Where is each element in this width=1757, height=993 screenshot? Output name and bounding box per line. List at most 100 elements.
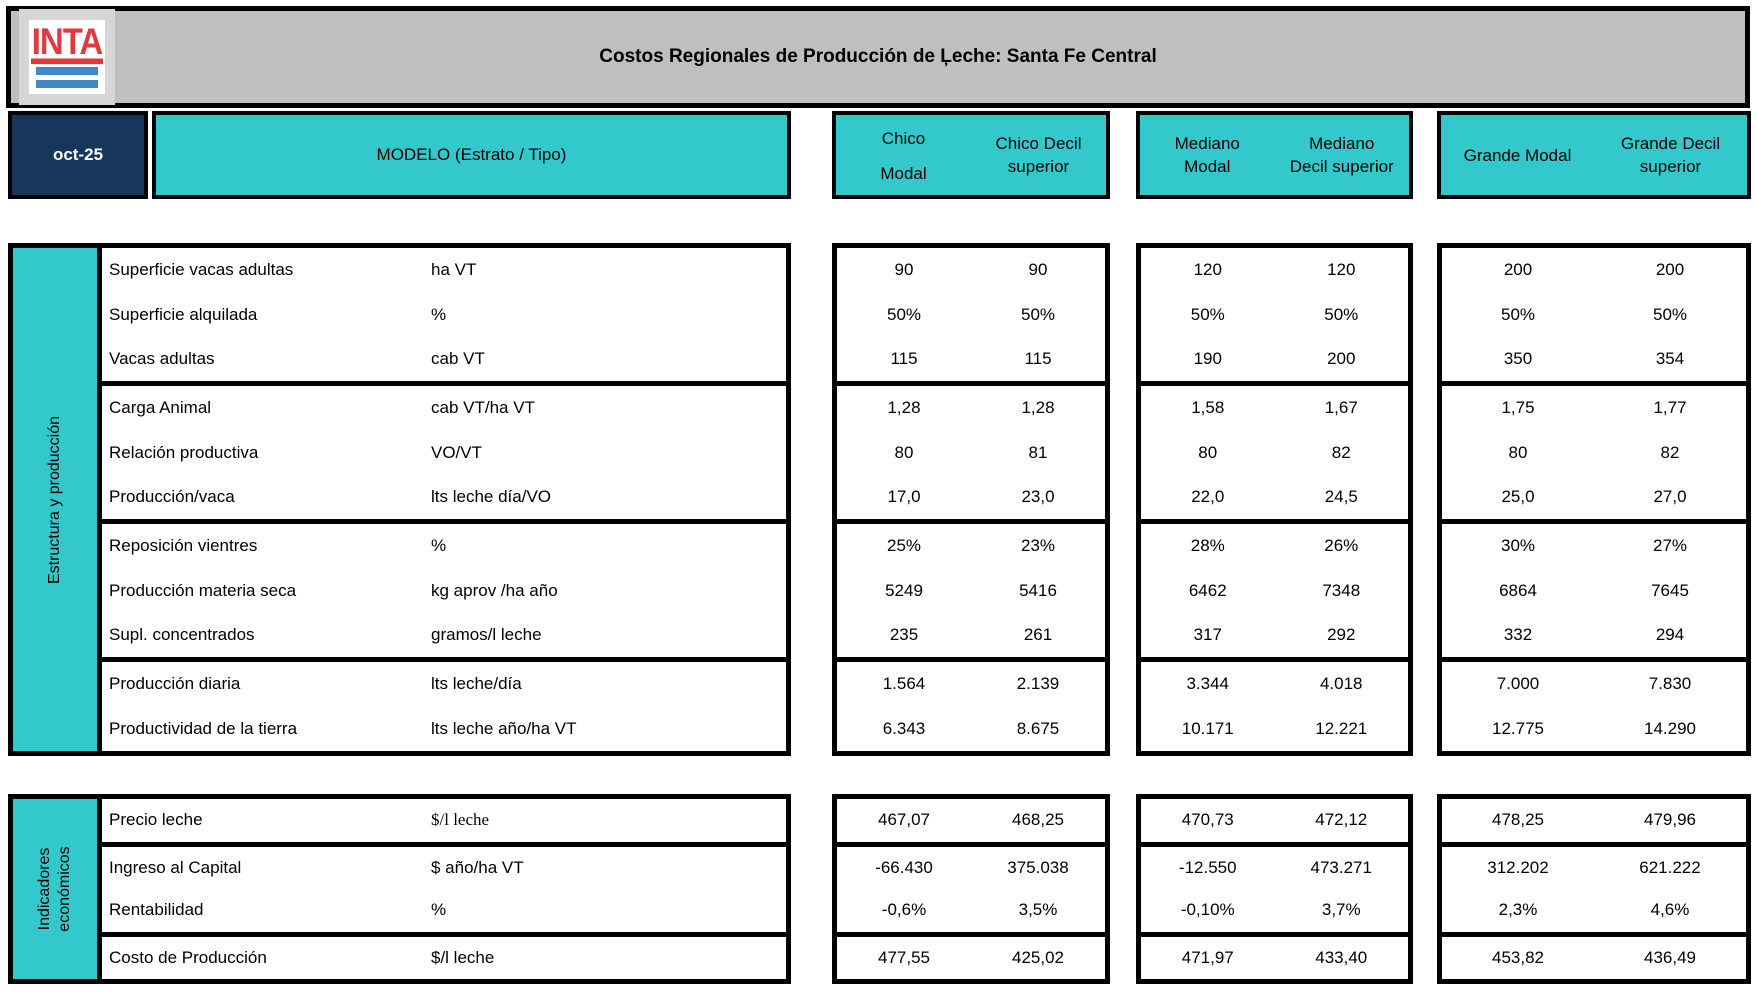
row-label: Relación productiva: [109, 442, 259, 462]
value-cell: 467,07: [878, 810, 930, 830]
column-group-header-mediano: Mediano Modal Mediano Decil superior: [1136, 111, 1413, 199]
value-row: -0,10% 3,7%: [1141, 889, 1408, 932]
row-label: Costo de Producción: [109, 947, 267, 967]
group-separator: [837, 381, 1105, 387]
value-cell: 6.343: [882, 718, 926, 738]
row-label: Superficie alquilada: [109, 304, 258, 324]
group-separator: [1442, 657, 1746, 663]
value-row: 22,0 24,5: [1141, 475, 1408, 519]
inta-logo-text: INTA: [30, 22, 104, 64]
row-group: Superficie vacas adultas ha VT Superficie …: [102, 248, 786, 381]
model-header-cell: MODELO (Estrato / Tipo): [152, 111, 791, 199]
table-row: Relación productiva VO/VT: [102, 430, 786, 474]
value-row: 90 90: [837, 248, 1105, 292]
value-cell: 317: [1193, 625, 1222, 645]
value-cell: 621.222: [1639, 857, 1701, 877]
row-group: Carga Animal cab VT/ha VT Relación product…: [102, 386, 786, 519]
value-cell: 4.018: [1319, 674, 1363, 694]
value-row: 80 82: [1141, 430, 1408, 474]
value-cell: 200: [1503, 260, 1533, 280]
table-row: Producción materia seca kg aprov /ha año: [102, 569, 786, 613]
value-row: 317 292: [1141, 613, 1408, 657]
row-unit: cab VT/ha VT: [431, 398, 535, 418]
table-row: Productividad de la tierra lts leche año/…: [102, 707, 786, 751]
value-row: 5249 5416: [837, 569, 1105, 613]
table-row: Costo de Producción $/l leche: [102, 937, 786, 980]
value-cell: 1,77: [1653, 398, 1687, 418]
values-box-chico-structure: 90 90 50% 50% 115 115 1,28 1,28 80 81 17,0 23,0 25% 2…: [832, 243, 1110, 756]
column-header: Mediano Modal: [1140, 115, 1275, 195]
row-group: 200 200 50% 50% 350 354: [1442, 248, 1746, 381]
row-unit: ha VT: [431, 260, 477, 280]
row-unit: lts leche/día: [431, 674, 522, 694]
value-cell: 3,5%: [1018, 900, 1058, 920]
value-cell: 190: [1193, 348, 1222, 368]
value-cell: 120: [1193, 260, 1222, 280]
row-unit: lts leche año/ha VT: [431, 718, 577, 738]
value-cell: 453,82: [1492, 947, 1544, 967]
row-label: Vacas adultas: [109, 348, 215, 368]
value-cell: 1,28: [887, 398, 921, 418]
value-cell: 7.830: [1648, 674, 1692, 694]
group-separator: [837, 519, 1105, 525]
value-cell: 27,0: [1653, 486, 1687, 506]
value-cell: 14.290: [1644, 718, 1696, 738]
value-row: 25% 23%: [837, 524, 1105, 568]
value-cell: 8.675: [1016, 718, 1060, 738]
inta-logo-stripe-top: [36, 66, 98, 75]
value-row: 2,3% 4,6%: [1442, 889, 1746, 932]
values-box-grande-structure: 200 200 50% 50% 350 354 1,75 1,77 80 82 25,0 27,0 30…: [1437, 243, 1751, 756]
value-cell: 10.171: [1181, 718, 1234, 738]
structure-production-table: Estructura y producción Superficie vacas …: [8, 243, 791, 756]
value-row: 200 200: [1442, 248, 1746, 292]
economic-indicators-table: Indicadores económicos Precio leche $/l lec…: [8, 794, 791, 984]
inta-logo-stripe-bottom: [36, 79, 98, 88]
value-cell: 4,6%: [1650, 900, 1690, 920]
row-group: 477,55 425,02: [837, 937, 1105, 980]
row-group: 7.000 7.830 12.775 14.290: [1442, 662, 1746, 751]
row-group: 1,75 1,77 80 82 25,0 27,0: [1442, 386, 1746, 519]
column-header-line: Grande Decil: [1620, 134, 1721, 153]
sidebar-label-line: Indicadores: [36, 847, 53, 931]
value-row: 28% 26%: [1141, 524, 1408, 568]
value-cell: 17,0: [887, 486, 921, 506]
row-group: 25% 23% 5249 5416 235 261: [837, 524, 1105, 657]
table-row: Superficie alquilada%: [102, 292, 786, 336]
column-header-line: Decil superior: [1289, 157, 1394, 176]
row-label: Superficie vacas adultas: [109, 260, 294, 280]
column-header: Chico Modal: [836, 115, 971, 195]
sidebar-label-line: económicos: [56, 846, 73, 932]
value-cell: 473.271: [1310, 857, 1372, 877]
values-box-mediano-economic: 470,73 472,12 -12.550 473.271 -0,10% 3,7% 471,…: [1136, 794, 1413, 984]
group-separator: [1442, 931, 1746, 937]
row-label: Reposición vientres: [109, 536, 258, 556]
column-group-header-grande: Grande Modal Grande Decil superior: [1437, 111, 1751, 199]
value-row: 50% 50%: [1141, 292, 1408, 336]
value-cell: 2.139: [1016, 674, 1060, 694]
row-unit: %: [431, 304, 447, 324]
group-separator: [102, 657, 786, 663]
value-row: 25,0 27,0: [1442, 475, 1746, 519]
row-group: 467,07 468,25: [837, 799, 1105, 842]
group-separator: [102, 841, 786, 847]
value-cell: 1,67: [1324, 398, 1358, 418]
value-cell: 7348: [1322, 580, 1361, 600]
group-separator: [837, 657, 1105, 663]
value-cell: 5249: [885, 580, 923, 600]
value-row: 115 115: [837, 337, 1105, 381]
value-row: 3.344 4.018: [1141, 662, 1408, 706]
row-group: 3.344 4.018 10.171 12.221: [1141, 662, 1408, 751]
value-cell: 471,97: [1181, 947, 1234, 967]
group-separator: [102, 519, 786, 525]
row-group: 90 90 50% 50% 115 115: [837, 248, 1105, 381]
column-header: Grande Modal: [1441, 115, 1594, 195]
value-row: 10.171 12.221: [1141, 707, 1408, 751]
value-cell: -0,10%: [1180, 900, 1235, 920]
row-label: Producción/vaca: [109, 486, 235, 506]
value-cell: 50%: [1652, 304, 1688, 324]
column-header-line: Chico Decil: [995, 134, 1082, 153]
column-group-header-chico: Chico Modal Chico Decil superior: [832, 111, 1110, 199]
value-row: 12.775 14.290: [1442, 707, 1746, 751]
value-cell: 3,7%: [1321, 900, 1361, 920]
